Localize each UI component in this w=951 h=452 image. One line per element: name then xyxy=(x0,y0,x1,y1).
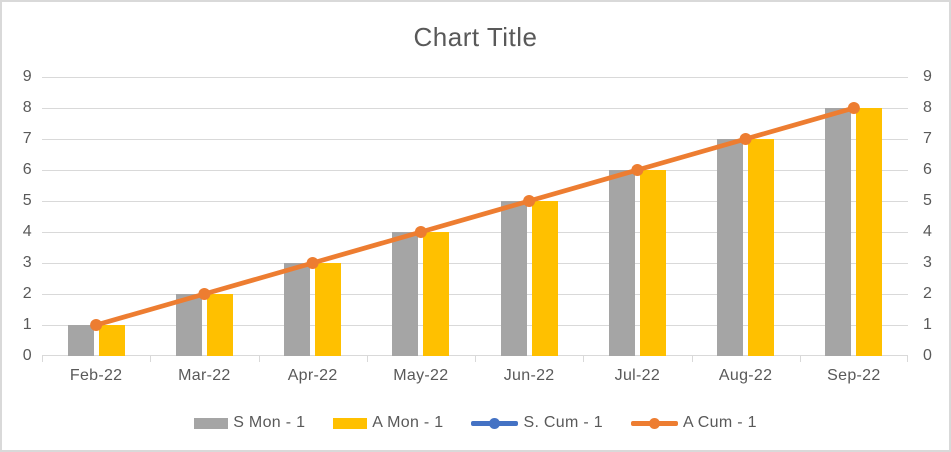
y-axis-label-right: 2 xyxy=(923,285,933,302)
x-axis-tick xyxy=(907,356,908,362)
bar-a-mon-1[interactable] xyxy=(423,232,450,356)
x-axis-tick xyxy=(583,356,585,362)
bar-s-mon-1[interactable] xyxy=(392,232,419,356)
line-marker-a-cum-1[interactable] xyxy=(414,226,427,238)
chart-title[interactable]: Chart Title xyxy=(413,22,538,52)
bar-a-mon-1[interactable] xyxy=(639,170,666,356)
gridline xyxy=(42,325,908,326)
bar-a-mon-1[interactable] xyxy=(315,263,342,356)
line-marker-a-cum-1[interactable] xyxy=(306,257,319,269)
line-marker-a-cum-1[interactable] xyxy=(90,319,103,331)
gridline xyxy=(42,77,908,78)
x-axis-label: Aug-22 xyxy=(718,367,773,384)
y-axis-label-left: 6 xyxy=(22,161,32,178)
x-axis-label: Sep-22 xyxy=(827,367,881,384)
x-axis-label: Mar-22 xyxy=(178,367,231,384)
legend-line-swatch-icon xyxy=(630,417,678,429)
legend-label: A Mon - 1 xyxy=(372,414,444,431)
bar-s-mon-1[interactable] xyxy=(608,170,635,356)
x-axis-tick xyxy=(475,356,476,362)
y-axis-label-left: 0 xyxy=(22,347,32,364)
y-axis-label-left: 1 xyxy=(22,316,32,333)
x-axis-tick xyxy=(150,356,152,362)
line-marker-a-cum-1[interactable] xyxy=(847,102,860,114)
y-axis-label-right: 9 xyxy=(923,68,933,85)
gridline xyxy=(42,201,908,202)
y-axis-label-right: 1 xyxy=(923,316,933,333)
y-axis-label-left: 9 xyxy=(22,68,32,85)
y-axis-label-right: 0 xyxy=(923,347,933,364)
legend-label: S. Cum - 1 xyxy=(523,414,603,431)
x-axis-label: Jul-22 xyxy=(614,367,661,384)
line-series-layer xyxy=(90,102,860,331)
legend-label: S Mon - 1 xyxy=(233,414,306,431)
y-axis-label-left: 7 xyxy=(22,130,32,147)
bar-s-mon-1[interactable] xyxy=(717,139,744,356)
gridline xyxy=(42,263,908,264)
legend-marker-dot-icon xyxy=(489,417,501,429)
bar-a-mon-1[interactable] xyxy=(748,139,775,356)
legend-item-a-mon-1[interactable]: A Mon - 1 xyxy=(333,414,443,432)
x-axis-label: May-22 xyxy=(393,367,449,384)
x-axis-label: Jun-22 xyxy=(503,367,555,384)
line-a-cum-1[interactable] xyxy=(93,105,857,328)
gridline xyxy=(42,355,908,356)
gridline xyxy=(42,294,908,295)
y-axis-label-right: 6 xyxy=(923,161,933,178)
line-marker-a-cum-1[interactable] xyxy=(523,195,536,207)
line-marker-a-cum-1[interactable] xyxy=(198,288,211,300)
line-marker-a-cum-1[interactable] xyxy=(739,133,752,145)
bar-a-mon-1[interactable] xyxy=(856,108,883,356)
y-axis-label-right: 7 xyxy=(923,130,933,147)
x-axis-tick xyxy=(799,356,801,362)
gridline xyxy=(42,232,908,233)
bar-s-mon-1[interactable] xyxy=(825,108,852,356)
gridline xyxy=(42,139,908,140)
gridline xyxy=(42,108,908,109)
line-marker-a-cum-1[interactable] xyxy=(631,164,644,176)
legend-item-a-cum-1[interactable]: A Cum - 1 xyxy=(630,414,757,432)
legend-line-swatch-icon xyxy=(471,417,519,429)
y-axis-label-left: 3 xyxy=(22,254,32,271)
plot-area xyxy=(42,77,908,356)
y-axis-label-right: 8 xyxy=(923,99,933,116)
bar-a-mon-1[interactable] xyxy=(206,294,233,356)
x-axis-tick xyxy=(42,356,43,362)
x-axis-tick xyxy=(366,356,368,362)
y-axis-label-left: 4 xyxy=(22,223,32,240)
y-axis-label-left: 2 xyxy=(22,285,32,302)
y-axis-label-right: 4 xyxy=(923,223,933,240)
bar-s-mon-1[interactable] xyxy=(500,201,527,356)
y-axis-label-right: 5 xyxy=(923,192,933,209)
legend-item-s-mon-1[interactable]: S Mon - 1 xyxy=(194,414,305,432)
y-axis-label-right: 3 xyxy=(923,254,933,271)
legend-bar-swatch-icon xyxy=(333,417,368,429)
x-axis-tick xyxy=(258,356,260,362)
bar-a-mon-1[interactable] xyxy=(531,201,558,356)
legend-item-s-cum-1[interactable]: S. Cum - 1 xyxy=(471,414,603,432)
x-axis-tick xyxy=(691,356,693,362)
gridline xyxy=(42,170,908,171)
y-axis-label-left: 8 xyxy=(22,99,32,116)
bar-a-mon-1[interactable] xyxy=(98,325,125,356)
x-axis-label: Apr-22 xyxy=(287,367,338,384)
bar-s-mon-1[interactable] xyxy=(284,263,311,356)
legend-bar-swatch-icon xyxy=(194,417,229,429)
legend: S Mon - 1 A Mon - 1 S. Cum - 1 A Cum - 1 xyxy=(2,411,949,435)
legend-marker-dot-icon xyxy=(648,417,660,429)
y-axis-label-left: 5 xyxy=(22,192,32,209)
bar-s-mon-1[interactable] xyxy=(175,294,202,356)
legend-label: A Cum - 1 xyxy=(682,414,757,431)
bar-s-mon-1[interactable] xyxy=(67,325,94,356)
x-axis-label: Feb-22 xyxy=(69,367,123,384)
